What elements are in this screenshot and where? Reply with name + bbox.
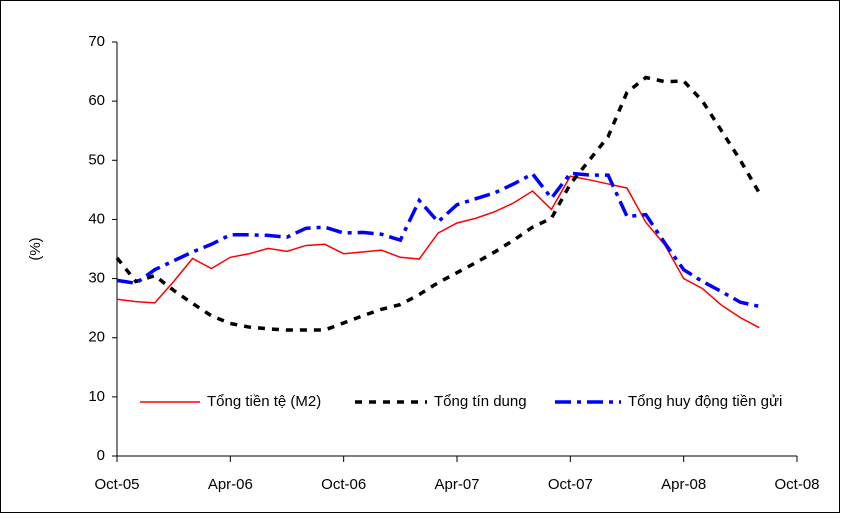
x-tick-label: Oct-05 (94, 476, 139, 493)
y-tick-label: 60 (88, 92, 105, 109)
series-line (116, 175, 760, 329)
legend-label: Tổng huy động tiền gửi (628, 393, 782, 410)
y-tick-label: 10 (88, 388, 105, 405)
legend-label: Tổng tiền tệ (M2) (207, 393, 321, 410)
y-tick-label: 50 (88, 151, 105, 168)
legend-label: Tổng tín dung (434, 393, 527, 410)
x-tick-label: Apr-06 (208, 476, 253, 493)
y-tick-label: 70 (88, 33, 105, 50)
y-tick-label: 0 (97, 447, 105, 464)
y-tick-label: 40 (88, 210, 105, 227)
y-tick-label: 30 (88, 270, 105, 287)
y-axis-label: (%) (27, 237, 44, 260)
x-tick-label: Oct-08 (774, 476, 819, 493)
x-tick-label: Apr-08 (661, 476, 706, 493)
x-tick-label: Oct-07 (548, 476, 593, 493)
x-tick-label: Oct-06 (321, 476, 366, 493)
x-tick-label: Apr-07 (434, 476, 479, 493)
y-tick-label: 20 (88, 329, 105, 346)
series-line (116, 171, 760, 309)
